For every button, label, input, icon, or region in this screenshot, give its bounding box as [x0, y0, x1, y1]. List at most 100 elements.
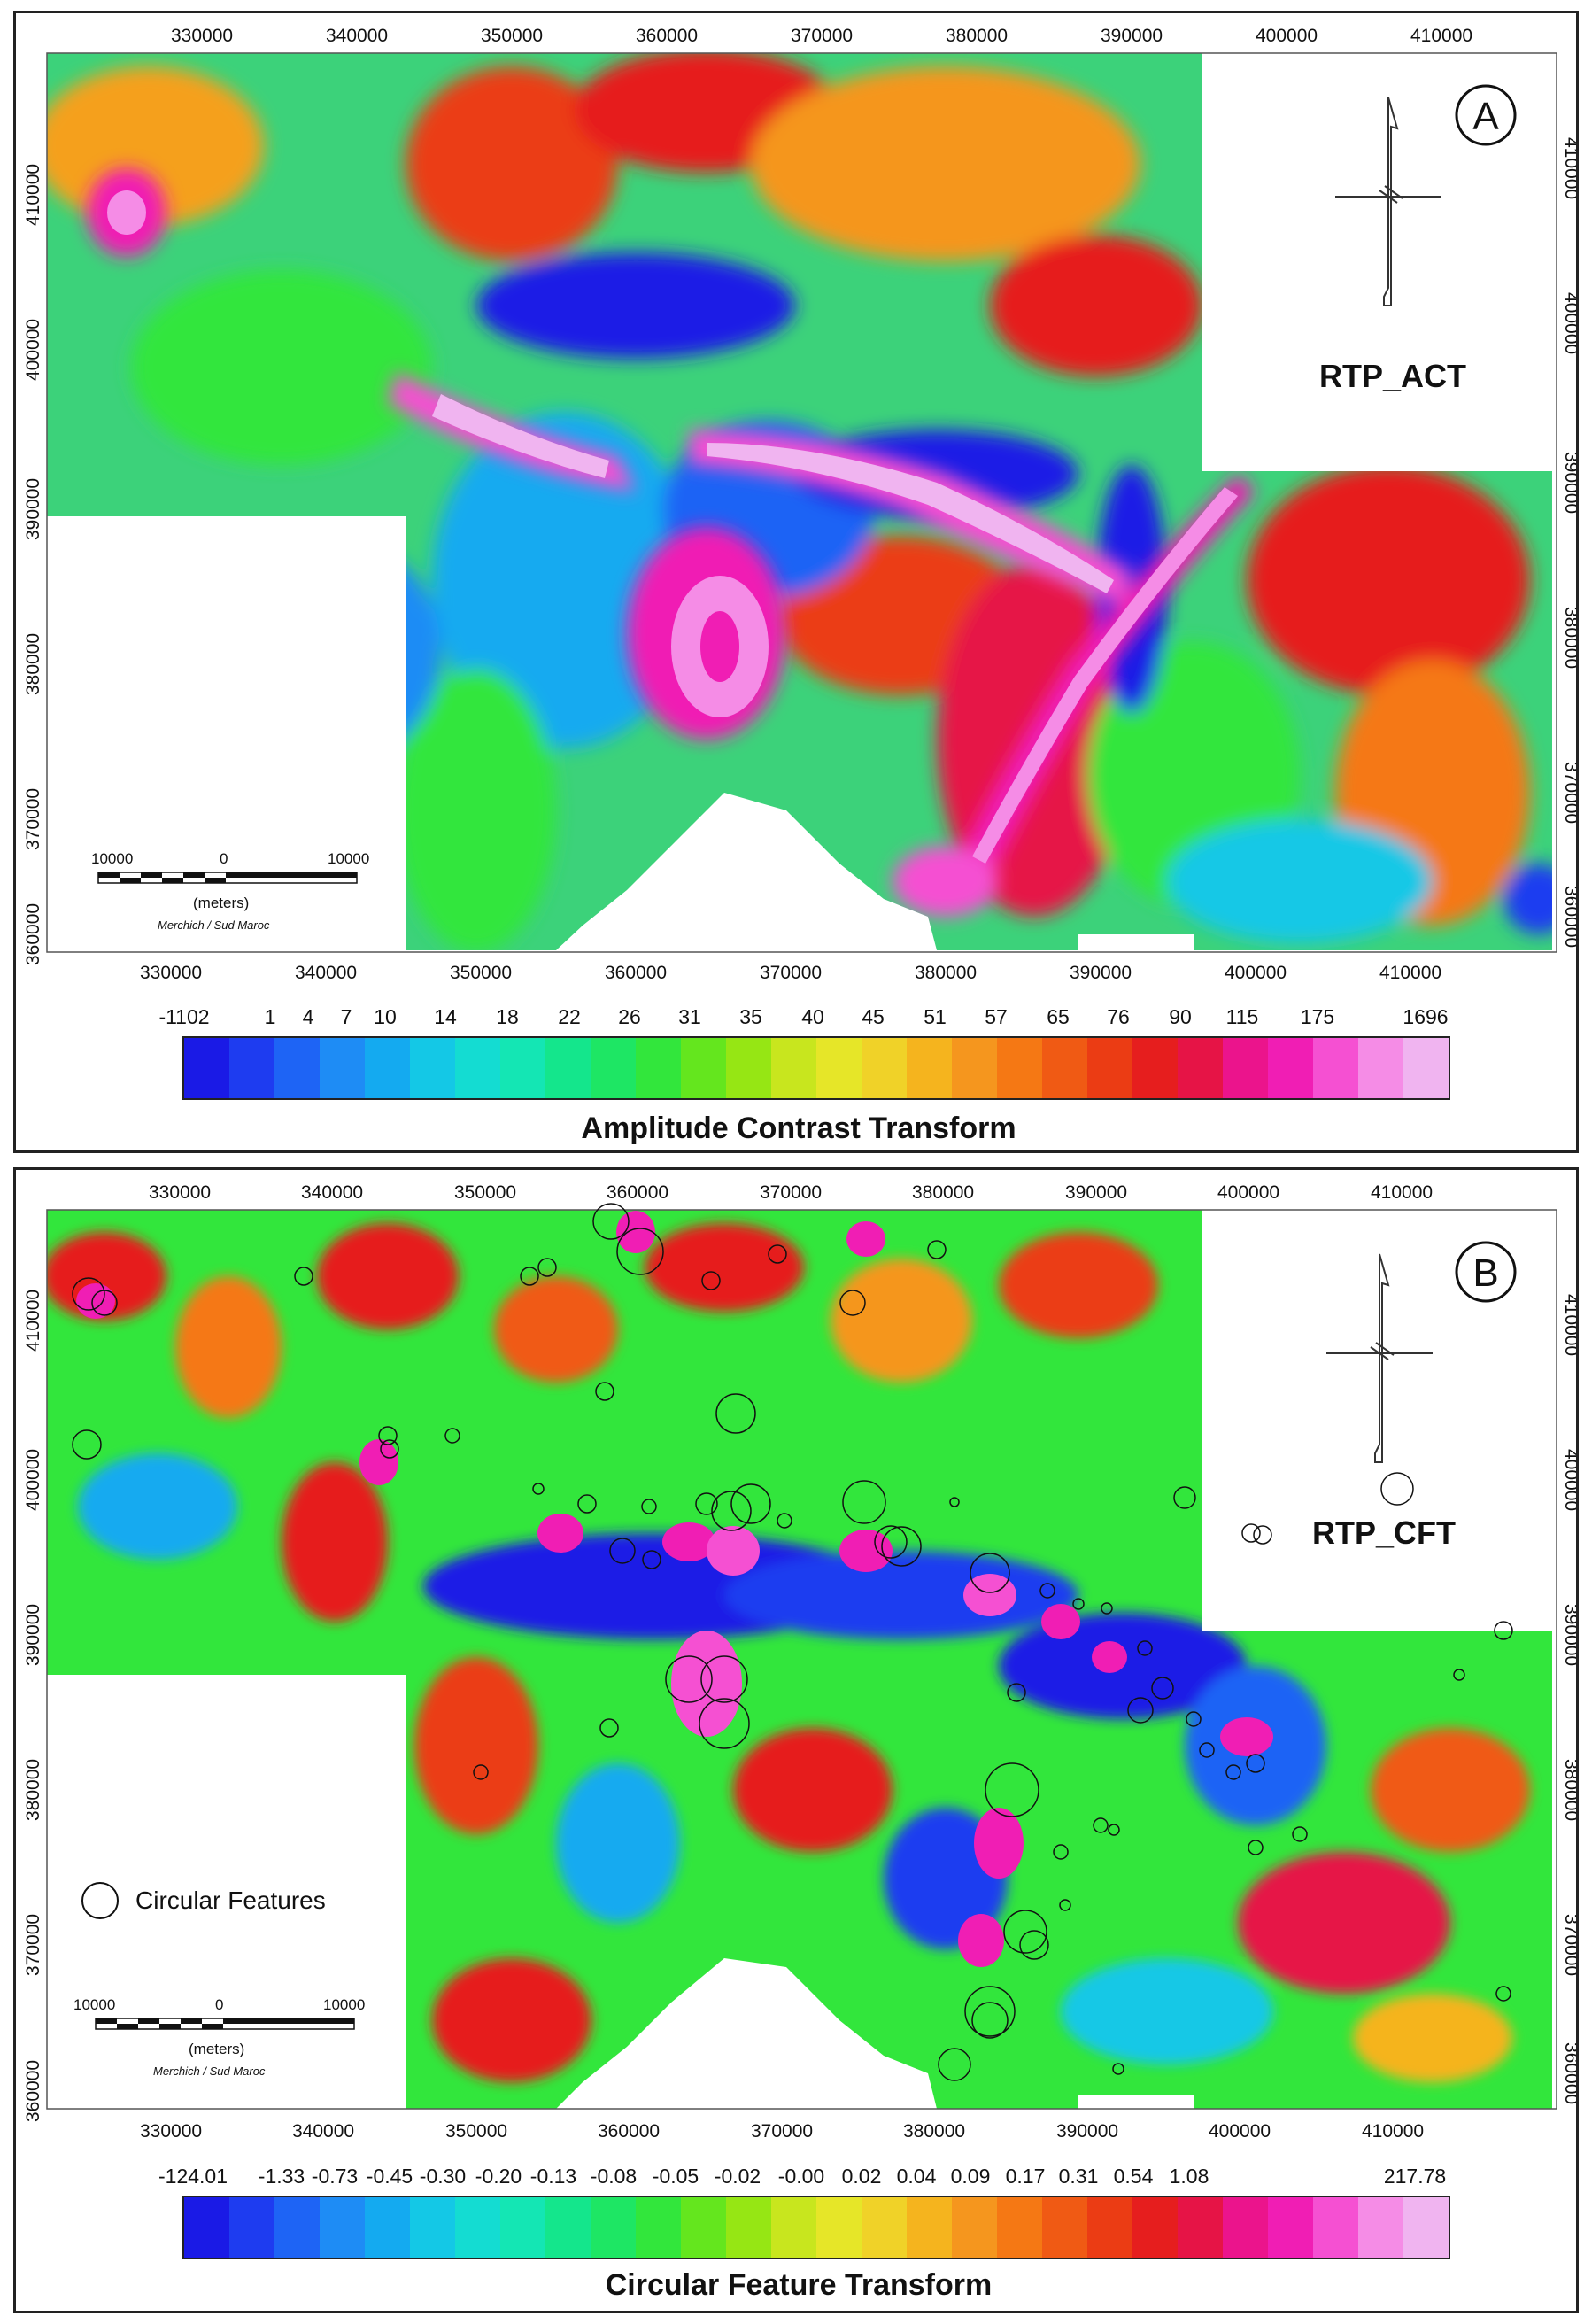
colorbar-label: -0.02: [714, 2165, 761, 2188]
svg-text:A: A: [1472, 95, 1499, 138]
colorbar-swatch: [545, 1038, 591, 1098]
colorbar-label: 14: [434, 1005, 457, 1028]
y-tick-label: 400000: [23, 1449, 43, 1511]
colorbar-swatch: [1268, 2197, 1313, 2258]
colorbar-label: 10: [374, 1005, 397, 1028]
colorbar-label: 76: [1107, 1005, 1130, 1028]
panel-letter-a: A: [1455, 84, 1517, 146]
colorbar-label: -0.13: [529, 2165, 577, 2188]
x-tick-label: 400000: [1256, 26, 1318, 46]
colorbar-swatch: [455, 1038, 500, 1098]
scale-bar-a: 10000 0 10000 (meters) Merchich / Sud Ma…: [91, 850, 369, 932]
y-tick-label: 400000: [1561, 1449, 1576, 1511]
x-tick-label: 340000: [326, 26, 388, 46]
colorbar-labels-a: -1102 1 4 7 10 14 18 22 26 31 35 40 45 5…: [158, 1005, 1459, 1032]
colorbar-swatch: [816, 2197, 862, 2258]
colorbar-swatch: [636, 2197, 681, 2258]
circular-features-b: [72, 1203, 1513, 2081]
x-tick-label: 400000: [1217, 1182, 1279, 1203]
colorbar-swatch: [1403, 2197, 1449, 2258]
scale-bar-b: 10000 0 10000 (meters) Merchich / Sud Ma…: [73, 1996, 365, 2078]
map-b-raster: [47, 1210, 1552, 2109]
colorbar-swatch: [1132, 1038, 1178, 1098]
colorbar-swatch: [726, 2197, 771, 2258]
colorbar-label: 45: [862, 1005, 885, 1028]
circle-icon: [81, 1882, 119, 1919]
colorbar-label: 0.17: [1005, 2165, 1046, 2188]
colorbar-label: 57: [985, 1005, 1008, 1028]
colorbar-swatch: [1178, 1038, 1223, 1098]
colorbar-swatch: [1087, 1038, 1132, 1098]
y-axis-right-a: 410000 400000 390000 380000 370000 36000…: [1561, 137, 1576, 948]
colorbar-label: -0.30: [419, 2165, 467, 2188]
x-tick-label: 380000: [912, 1182, 974, 1203]
y-tick-label: 370000: [1561, 1914, 1576, 1976]
colorbar-swatch: [681, 2197, 726, 2258]
colorbar-label: 217.78: [1383, 2165, 1447, 2188]
colorbar-swatch: [907, 2197, 952, 2258]
colorbar-swatch: [229, 1038, 274, 1098]
x-axis-bottom-b: 330000 340000 350000 360000 370000 38000…: [140, 2121, 1424, 2142]
colorbar-swatch: [862, 2197, 907, 2258]
x-tick-label: 330000: [171, 26, 233, 46]
circular-features-legend: Circular Features: [81, 1882, 326, 1919]
colorbar-swatch: [365, 1038, 410, 1098]
svg-text:0: 0: [215, 1996, 223, 2013]
colorbar-swatch: [591, 1038, 636, 1098]
colorbar-label: 115: [1225, 1005, 1259, 1028]
colorbar-swatch: [274, 1038, 320, 1098]
y-tick-label: 410000: [23, 1290, 43, 1352]
svg-text:10000: 10000: [328, 850, 369, 867]
map-a-raster: [47, 53, 1552, 950]
colorbar-swatch: [1042, 2197, 1087, 2258]
y-tick-label: 380000: [23, 1759, 43, 1821]
colorbar-title-b: Circular Feature Transform: [605, 2268, 993, 2302]
panel-a: 330000 340000 350000 360000 370000 38000…: [13, 11, 1579, 1153]
colorbar-swatch: [545, 2197, 591, 2258]
colorbar-label: 0.04: [896, 2165, 937, 2188]
colorbar-label: 1.08: [1169, 2165, 1209, 2188]
colorbar-label: 90: [1169, 1005, 1192, 1028]
y-tick-label: 400000: [1561, 292, 1576, 354]
y-tick-label: 380000: [23, 633, 43, 695]
colorbar-a: [182, 1036, 1450, 1100]
colorbar-swatch: [997, 1038, 1042, 1098]
colorbar-label: 0.09: [950, 2165, 991, 2188]
map-label-b: RTP_CFT: [1312, 1514, 1456, 1551]
y-tick-label: 380000: [1561, 607, 1576, 669]
colorbar-swatch: [816, 1038, 862, 1098]
colorbar-label: 0.31: [1058, 2165, 1099, 2188]
x-tick-label: 350000: [445, 2121, 507, 2142]
colorbar-label: -0.73: [311, 2165, 359, 2188]
colorbar-label: -0.00: [777, 2165, 825, 2188]
x-tick-label: 330000: [149, 1182, 211, 1203]
x-axis-top-b: 330000 340000 350000 360000 370000 38000…: [149, 1182, 1433, 1203]
colorbar-label: 26: [618, 1005, 641, 1028]
colorbar-swatch: [591, 2197, 636, 2258]
svg-text:Merchich / Sud Maroc: Merchich / Sud Maroc: [153, 2064, 266, 2078]
colorbar-swatch: [1132, 2197, 1178, 2258]
y-tick-label: 380000: [1561, 1759, 1576, 1821]
x-tick-label: 390000: [1070, 963, 1132, 983]
colorbar-swatch: [636, 1038, 681, 1098]
colorbar-b: [182, 2196, 1450, 2259]
x-tick-label: 380000: [903, 2121, 965, 2142]
colorbar-label: -0.45: [366, 2165, 413, 2188]
colorbar-label: 0.54: [1113, 2165, 1154, 2188]
x-tick-label: 410000: [1410, 26, 1472, 46]
colorbar-swatch: [681, 1038, 726, 1098]
x-tick-label: 370000: [751, 2121, 813, 2142]
svg-text:10000: 10000: [323, 1996, 365, 2013]
x-tick-label: 360000: [607, 1182, 668, 1203]
colorbar-label: 4: [302, 1005, 314, 1028]
colorbar-label: 51: [924, 1005, 947, 1028]
x-tick-label: 350000: [481, 26, 543, 46]
colorbar-swatch: [771, 1038, 816, 1098]
colorbar-swatch: [455, 2197, 500, 2258]
colorbar-swatch: [1042, 1038, 1087, 1098]
x-axis-bottom-a: 330000 340000 350000 360000 370000 38000…: [140, 963, 1441, 983]
svg-text:B: B: [1472, 1251, 1498, 1295]
y-tick-label: 390000: [23, 1604, 43, 1666]
colorbar-swatch: [274, 2197, 320, 2258]
y-tick-label: 370000: [23, 788, 43, 850]
